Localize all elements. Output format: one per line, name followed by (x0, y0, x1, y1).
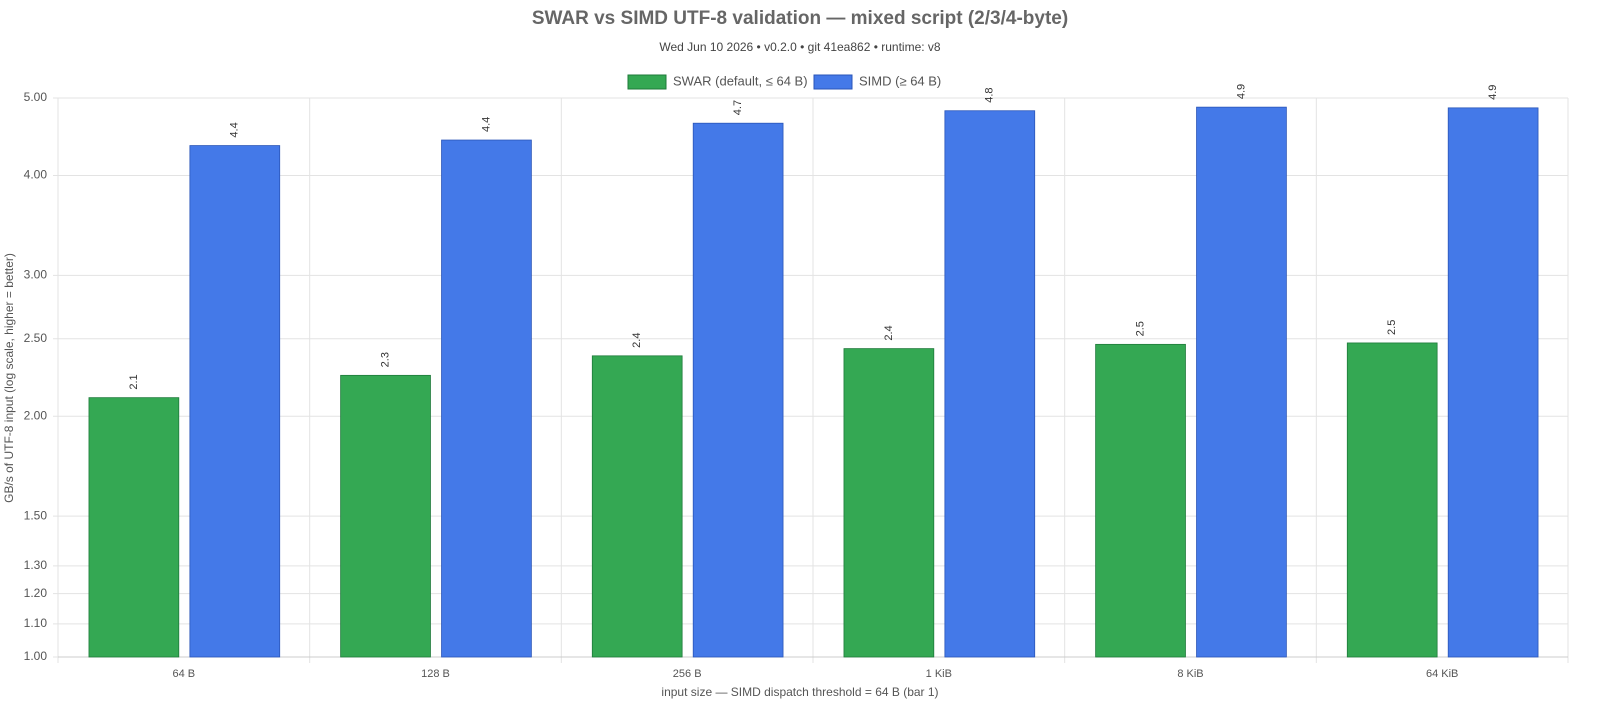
value-label: 2.1 (128, 374, 140, 389)
bar (189, 145, 281, 658)
y-tick-label: 1.30 (24, 558, 48, 572)
value-label: 2.4 (631, 333, 643, 348)
value-label: 4.7 (732, 100, 744, 115)
value-label: 2.5 (1386, 320, 1398, 335)
y-tick-label: 1.50 (24, 508, 48, 522)
y-tick-label: 1.20 (24, 586, 48, 600)
legend-swatch (813, 74, 853, 90)
value-label: 2.5 (1134, 321, 1146, 336)
x-tick-label: 1 KiB (926, 668, 952, 680)
bar (843, 348, 935, 658)
y-tick-label: 3.00 (24, 268, 48, 282)
bar (1095, 343, 1186, 658)
y-axis-label: GB/s of UTF-8 input (log scale, higher =… (2, 253, 16, 503)
legend-label: SIMD (≥ 64 B) (859, 73, 941, 88)
y-tick-label: 5.00 (24, 90, 48, 104)
value-label: 2.3 (379, 352, 391, 367)
value-label: 4.9 (1487, 85, 1499, 100)
x-tick-label: 64 B (173, 668, 196, 680)
value-label: 4.4 (480, 117, 492, 132)
x-tick-label: 8 KiB (1177, 668, 1203, 680)
y-tick-label: 1.00 (24, 649, 48, 663)
bar (1346, 342, 1438, 658)
value-label: 4.4 (229, 122, 241, 137)
legend-swatch (627, 74, 667, 90)
value-label: 2.4 (883, 325, 895, 340)
bar (1447, 107, 1539, 658)
bar (1196, 106, 1287, 658)
chart-subtitle: Wed Jun 10 2026 • v0.2.0 • git 41ea862 •… (659, 40, 941, 54)
bar (591, 355, 683, 658)
x-tick-label: 64 KiB (1426, 668, 1458, 680)
y-tick-label: 1.10 (24, 616, 48, 630)
legend-label: SWAR (default, ≤ 64 B) (673, 73, 808, 88)
bar (441, 139, 532, 658)
x-tick-label: 256 B (673, 668, 702, 680)
bar (944, 110, 1036, 658)
bar (88, 397, 180, 658)
y-tick-label: 4.00 (24, 168, 48, 182)
bar (692, 122, 784, 658)
value-label: 4.9 (1235, 84, 1247, 99)
y-tick-label: 2.00 (24, 408, 48, 422)
value-label: 4.8 (984, 87, 996, 102)
x-axis-label: input size — SIMD dispatch threshold = 6… (661, 685, 938, 699)
x-tick-label: 128 B (421, 668, 450, 680)
bar (340, 374, 431, 658)
y-tick-label: 2.50 (24, 331, 48, 345)
chart-title: SWAR vs SIMD UTF-8 validation — mixed sc… (532, 8, 1068, 29)
